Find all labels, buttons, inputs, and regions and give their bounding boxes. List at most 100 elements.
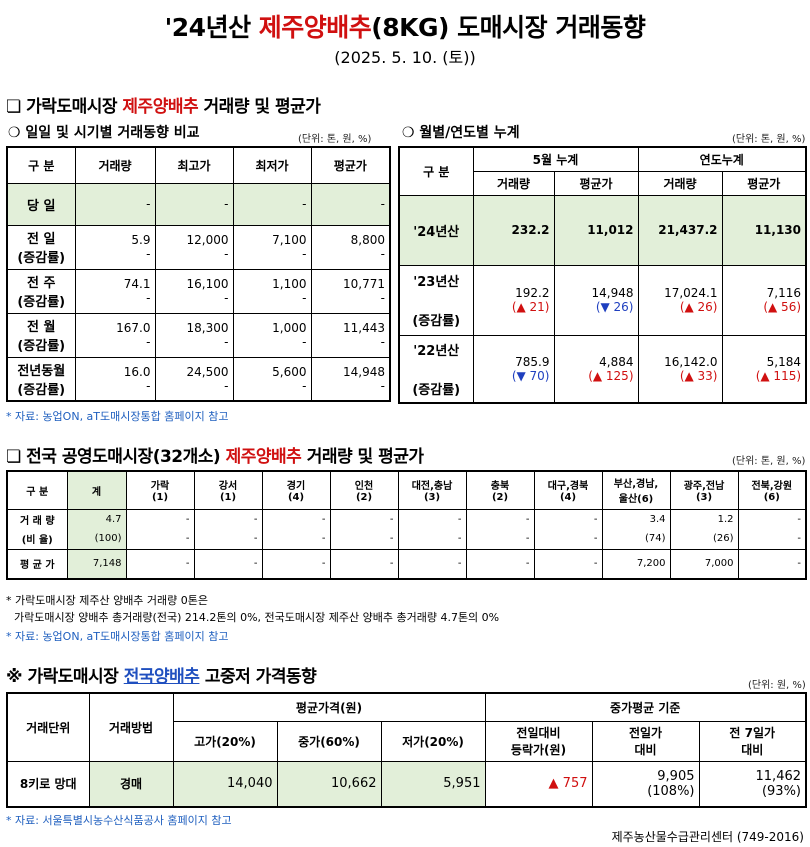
header-gyeonggi: 경기 (4): [261, 470, 331, 510]
cell: -: [329, 529, 399, 550]
header-daegu: 대구,경북 (4): [533, 470, 603, 510]
row-label: '22년산 (증감률): [398, 334, 474, 404]
cell: 14,948 (▼ 26): [553, 264, 639, 336]
header-incheon: 인천 (2): [329, 470, 399, 510]
cell: 10,771-: [310, 268, 391, 314]
cell: -: [125, 548, 195, 580]
header-prev-day-change: 전일대비 등락가(원): [484, 720, 593, 762]
cell: 12,000-: [154, 224, 234, 270]
header-avg-price: 평균가: [721, 170, 807, 196]
cell: 7,148: [66, 548, 127, 580]
row-label: 평 균 가: [6, 548, 68, 580]
section1-source-note: * 자료: 농업ON, aT도매시장통합 홈페이지 참고: [6, 410, 229, 423]
cell: 17,024.1 (▲ 26): [637, 264, 723, 336]
cell: -: [397, 529, 467, 550]
cell-prev-day-price: 9,905 (108%): [591, 760, 700, 808]
header-low-price: 저가(20%): [380, 720, 486, 762]
cell: 74.1-: [74, 268, 156, 314]
cell: 16,100-: [154, 268, 234, 314]
header-avg-price: 평균가: [553, 170, 639, 196]
cell: 192.2 (▲ 21): [472, 264, 555, 336]
cell: 785.9 (▼ 70): [472, 334, 555, 404]
header-max-price: 최고가: [154, 146, 234, 184]
cell: 7,200: [601, 548, 671, 580]
cell-high: 14,040: [172, 760, 278, 808]
cell: 7,116 (▲ 56): [721, 264, 807, 336]
section1-heading: ❏ 가락도매시장 제주양배추 거래량 및 평균가: [6, 97, 321, 117]
cell: -: [737, 548, 807, 580]
cell: 11,012: [553, 194, 639, 266]
cell: -: [533, 548, 603, 580]
row-trade-unit: 8키로 망대: [6, 760, 90, 808]
cell: -: [533, 508, 603, 529]
table-row: 전 주 (증감률) 74.1- 16,100- 1,100- 10,771-: [6, 268, 391, 314]
cell: -: [261, 548, 331, 580]
header-volume: 거래량: [74, 146, 156, 184]
cell: -: [737, 508, 807, 529]
cell: (74): [601, 529, 671, 550]
section2-heading: ❏ 전국 공영도매시장(32개소) 제주양배추 거래량 및 평균가: [6, 447, 424, 467]
cell: -: [329, 508, 399, 529]
table-row: 전 월 (증감률) 167.0- 18,300- 1,000- 11,443-: [6, 312, 391, 358]
row-label: 전년동월 (증감률): [6, 356, 76, 402]
header-daejeon: 대전,충남 (3): [397, 470, 467, 510]
cell: -: [261, 508, 331, 529]
cell: 1,100-: [232, 268, 312, 314]
table-row: '24년산 232.2 11,012 21,437.2 11,130: [398, 194, 807, 266]
row-label: 전 월 (증감률): [6, 312, 76, 358]
section3-source-note: * 자료: 서울특별시농수산식품공사 홈페이지 참고: [6, 814, 232, 827]
header-mid-price: 중가(60%): [276, 720, 382, 762]
row-label: 전 주 (증감률): [6, 268, 76, 314]
cell: -: [465, 529, 535, 550]
row-trade-method: 경매: [88, 760, 174, 808]
header-avg-price: 평균가격(원): [172, 692, 486, 722]
header-volume: 거래량: [637, 170, 723, 196]
cell: 7,100-: [232, 224, 312, 270]
cell: 11,443-: [310, 312, 391, 358]
cell: -: [154, 182, 234, 226]
section3-heading: ※ 가락도매시장 전국양배추 고중저 가격동향: [6, 667, 317, 687]
header-category: 구 분: [6, 470, 68, 510]
cell: -: [397, 548, 467, 580]
header-garak: 가락 (1): [125, 470, 195, 510]
cell: -: [261, 529, 331, 550]
cell: 5,600-: [232, 356, 312, 402]
cumulative-table: 구 분 5월 누계 연도누계 거래량 평균가 거래량 평균가 '24년산 232…: [398, 146, 808, 404]
daily-trend-unit: (단위: 톤, 원, %): [298, 134, 372, 145]
cell: -: [533, 529, 603, 550]
cell: 11,130: [721, 194, 807, 266]
header-prev-week-price: 전 7일가 대비: [698, 720, 807, 762]
header-high-price: 고가(20%): [172, 720, 278, 762]
cell: 1.2: [669, 508, 739, 529]
footer-contact: 제주농산물수급관리센터 (749-2016): [611, 830, 804, 844]
header-month-cumulative: 5월 누계: [472, 146, 639, 172]
cell-mid: 10,662: [276, 760, 382, 808]
daily-trend-title: ❍ 일일 및 시기별 거래동향 비교: [8, 125, 200, 141]
table-row: '22년산 (증감률) 785.9 (▼ 70) 4,884 (▲ 125) 16,1…: [398, 334, 807, 404]
row-label: 전 일 (증감률): [6, 224, 76, 270]
cell-prev-week-price: 11,462 (93%): [698, 760, 807, 808]
cell: 3.4: [601, 508, 671, 529]
cumulative-unit: (단위: 톤, 원, %): [732, 134, 806, 145]
cell: 8,800-: [310, 224, 391, 270]
cell: 4.7: [66, 508, 127, 529]
cell: -: [232, 182, 312, 226]
cell: (100): [66, 529, 127, 550]
cell: 1,000-: [232, 312, 312, 358]
cell: -: [737, 529, 807, 550]
header-year-cumulative: 연도누계: [637, 146, 807, 172]
cell-prev-day-change: ▲ 757: [484, 760, 593, 808]
table-row: 거 래 량 4.7 - - - - - - - 3.4 1.2 -: [6, 508, 807, 529]
cell: -: [193, 548, 263, 580]
table-row: (비 율) (100) - - - - - - - (74) (26) -: [6, 529, 807, 550]
cell: 14,948-: [310, 356, 391, 402]
header-mid-price-base: 중가평균 기준: [484, 692, 807, 722]
cell: -: [397, 508, 467, 529]
cell: 16,142.0 (▲ 33): [637, 334, 723, 404]
price-grade-table: 거래단위 거래방법 평균가격(원) 중가평균 기준 고가(20%) 중가(60%…: [6, 692, 808, 808]
cell: -: [329, 548, 399, 580]
table-row: 전 일 (증감률) 5.9- 12,000- 7,100- 8,800-: [6, 224, 391, 270]
table-row: 8키로 망대 경매 14,040 10,662 5,951 ▲ 757 9,90…: [6, 760, 807, 808]
header-gwangju: 광주,전남 (3): [669, 470, 739, 510]
header-busan: 부산,경남, 울산(6): [601, 470, 671, 510]
